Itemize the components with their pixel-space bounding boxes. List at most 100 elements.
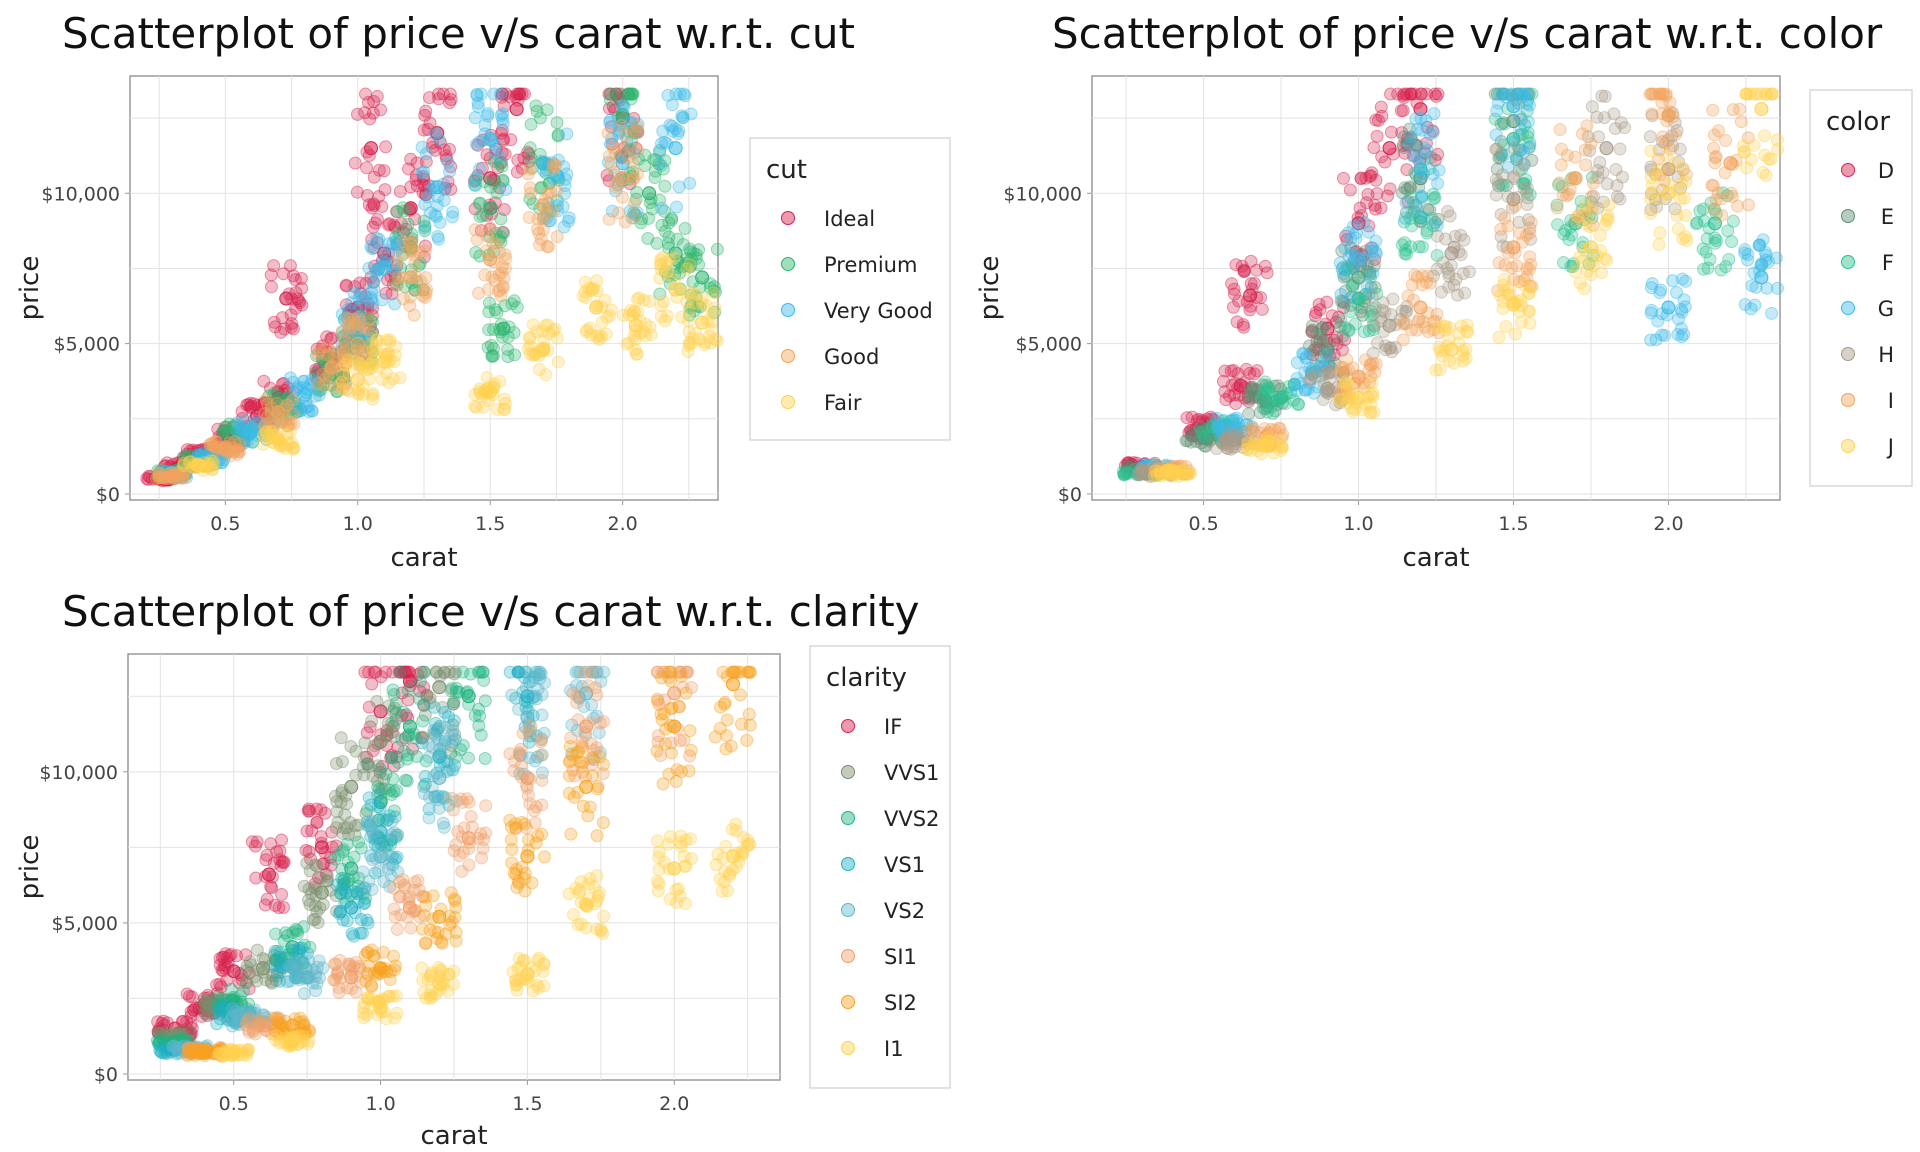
scatter-point — [619, 128, 633, 142]
scatter-point — [334, 344, 348, 358]
scatter-point — [658, 224, 672, 238]
scatter-point — [263, 381, 277, 395]
scatter-point — [1414, 191, 1428, 205]
scatter-point — [1748, 298, 1762, 312]
scatter-point — [277, 376, 291, 390]
scatter-point — [522, 833, 536, 847]
scatter-point — [1343, 183, 1357, 197]
scatter-point — [1367, 405, 1381, 419]
scatter-point — [448, 894, 462, 908]
scatter-point — [419, 155, 433, 169]
scatter-point — [628, 343, 642, 357]
data-point — [1227, 432, 1242, 447]
scatter-point — [249, 871, 263, 885]
scatter-point — [1573, 276, 1587, 290]
scatter-point — [371, 800, 385, 814]
scatter-point — [1491, 176, 1505, 190]
scatter-point — [481, 109, 495, 123]
scatter-point — [1600, 253, 1614, 267]
scatter-point — [396, 226, 410, 240]
scatter-point — [390, 259, 404, 273]
scatter-point — [390, 1006, 404, 1020]
y-axis-label: price — [975, 256, 1005, 321]
scatter-point — [275, 377, 289, 391]
legend-label: E — [1881, 205, 1894, 229]
legend-swatch — [841, 995, 855, 1009]
scatter-point — [260, 415, 274, 429]
scatter-point — [241, 1043, 255, 1057]
scatter-point — [1431, 87, 1445, 101]
scatter-point — [1726, 103, 1740, 117]
scatter-point — [262, 415, 276, 429]
scatter-point — [309, 984, 323, 998]
scatter-point — [1512, 163, 1526, 177]
scatter-point — [397, 744, 411, 758]
data-point — [256, 961, 271, 976]
scatter-point — [658, 314, 672, 328]
scatter-point — [1658, 136, 1672, 150]
scatter-point — [560, 127, 574, 141]
scatter-point — [520, 665, 534, 679]
legend-label: F — [1882, 251, 1894, 275]
scatter-point — [1456, 354, 1470, 368]
legend-label: Good — [824, 345, 879, 369]
scatter-point — [353, 276, 367, 290]
scatter-point — [596, 816, 610, 830]
scatter-point — [1712, 124, 1726, 138]
scatter-point — [340, 311, 354, 325]
scatter-point — [1427, 107, 1441, 121]
legend-swatch — [841, 765, 855, 779]
scatter-point — [375, 199, 389, 213]
scatter-point — [1398, 211, 1412, 225]
data-point — [1243, 288, 1258, 303]
scatter-point — [532, 362, 546, 376]
scatter-point — [1645, 179, 1659, 193]
scatter-point — [373, 762, 387, 776]
data-point — [373, 849, 388, 864]
x-axis: 0.5 1.0 1.5 2.0 — [1188, 500, 1684, 535]
scatter-point — [1651, 314, 1665, 328]
scatter-point — [1153, 467, 1167, 481]
scatter-point — [334, 795, 348, 809]
scatter-point — [1644, 333, 1658, 347]
scatter-point — [368, 216, 382, 230]
scatter-point — [1339, 375, 1353, 389]
scatter-point — [340, 837, 354, 851]
scatter-point — [684, 743, 698, 757]
scatter-point — [1397, 317, 1411, 331]
scatter-point — [505, 688, 519, 702]
scatter-point — [657, 295, 671, 309]
chart-3: Scatterplot of price v/s carat w.r.t. cl… — [15, 587, 951, 1151]
scatter-point — [328, 852, 342, 866]
scatter-point — [1261, 380, 1275, 394]
scatter-point — [370, 212, 384, 226]
scatter-point — [308, 858, 322, 872]
scatter-point — [653, 271, 667, 285]
scatter-point — [641, 232, 655, 246]
scatter-point — [286, 943, 300, 957]
scatter-point — [1765, 87, 1779, 101]
scatter-point — [393, 665, 407, 679]
scatter-point — [479, 826, 493, 840]
scatter-point — [361, 945, 375, 959]
scatter-point — [424, 206, 438, 220]
data-point — [432, 909, 447, 924]
scatter-point — [350, 107, 364, 121]
scatter-point — [503, 665, 517, 679]
scatter-point — [1643, 130, 1657, 144]
x-tick-label: 0.5 — [219, 1093, 249, 1115]
scatter-point — [1497, 87, 1511, 101]
scatter-point — [250, 974, 264, 988]
scatter-point — [387, 688, 401, 702]
data-point — [314, 840, 329, 855]
scatter-point — [316, 339, 330, 353]
scatter-point — [1255, 302, 1269, 316]
scatter-point — [479, 799, 493, 813]
legend-label: VVS1 — [884, 761, 939, 785]
scatter-point — [478, 752, 492, 766]
scatter-point — [1618, 121, 1632, 135]
scatter-point — [524, 719, 538, 733]
scatter-point — [448, 910, 462, 924]
scatter-point — [503, 90, 517, 104]
